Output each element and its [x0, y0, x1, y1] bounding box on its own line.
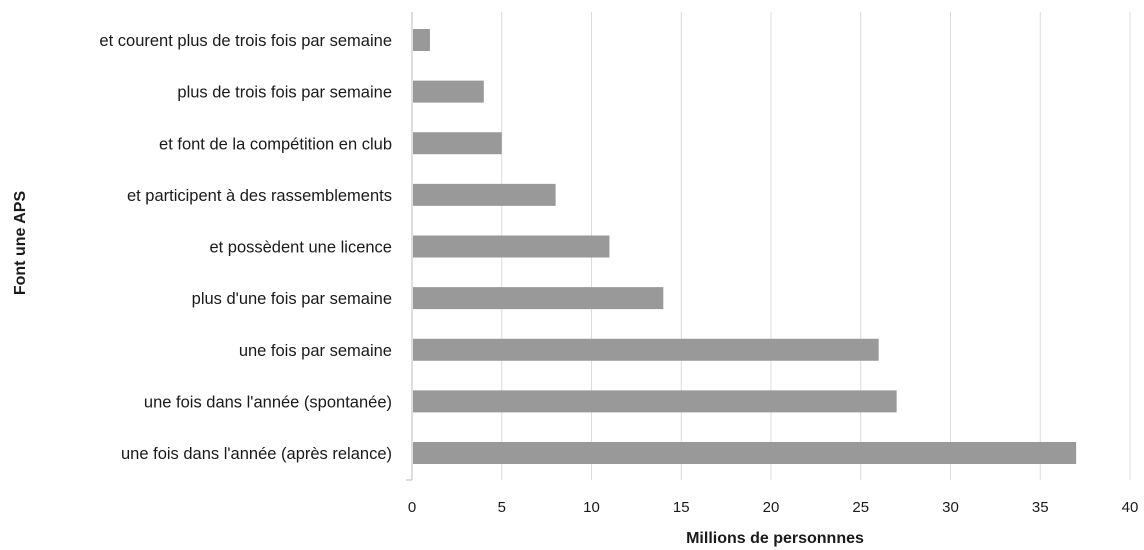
x-tick-label: 30: [942, 499, 959, 516]
category-label: plus d'une fois par semaine: [192, 290, 392, 308]
bar: [413, 132, 502, 155]
bar: [413, 80, 484, 103]
grid-lines: [406, 12, 1131, 481]
y-axis-title: Font une APS: [12, 191, 29, 296]
category-label: et participent à des rassemblements: [127, 187, 392, 205]
category-label: une fois par semaine: [239, 342, 392, 360]
bars: [413, 29, 1077, 464]
x-tick-label: 40: [1122, 499, 1139, 516]
category-label: plus de trois fois par semaine: [177, 84, 392, 102]
category-labels: et courent plus de trois fois par semain…: [99, 32, 392, 463]
bar: [413, 442, 1077, 464]
x-tick-label: 20: [763, 499, 780, 516]
x-tick-label: 0: [408, 499, 416, 516]
x-tick-label: 10: [583, 499, 600, 516]
bar: [413, 390, 897, 413]
bar: [413, 29, 430, 51]
bar: [413, 338, 879, 361]
x-tick-label: 25: [852, 499, 869, 516]
category-label: une fois dans l'année (spontanée): [144, 393, 392, 411]
x-axis-title: Millions de personnnes: [686, 530, 864, 547]
bar: [413, 183, 556, 206]
bar: [413, 235, 610, 258]
x-tick-label: 5: [498, 499, 506, 516]
x-tick-label: 15: [673, 499, 690, 516]
category-label: une fois dans l'année (après relance): [121, 445, 392, 463]
bar: [413, 287, 664, 310]
category-label: et font de la compétition en club: [159, 135, 392, 153]
category-label: et possèdent une licence: [209, 239, 392, 257]
category-label: et courent plus de trois fois par semain…: [99, 32, 392, 50]
x-tick-labels: 0 5 10 15 20 25 30 35 40: [408, 499, 1139, 516]
x-tick-label: 35: [1032, 499, 1049, 516]
